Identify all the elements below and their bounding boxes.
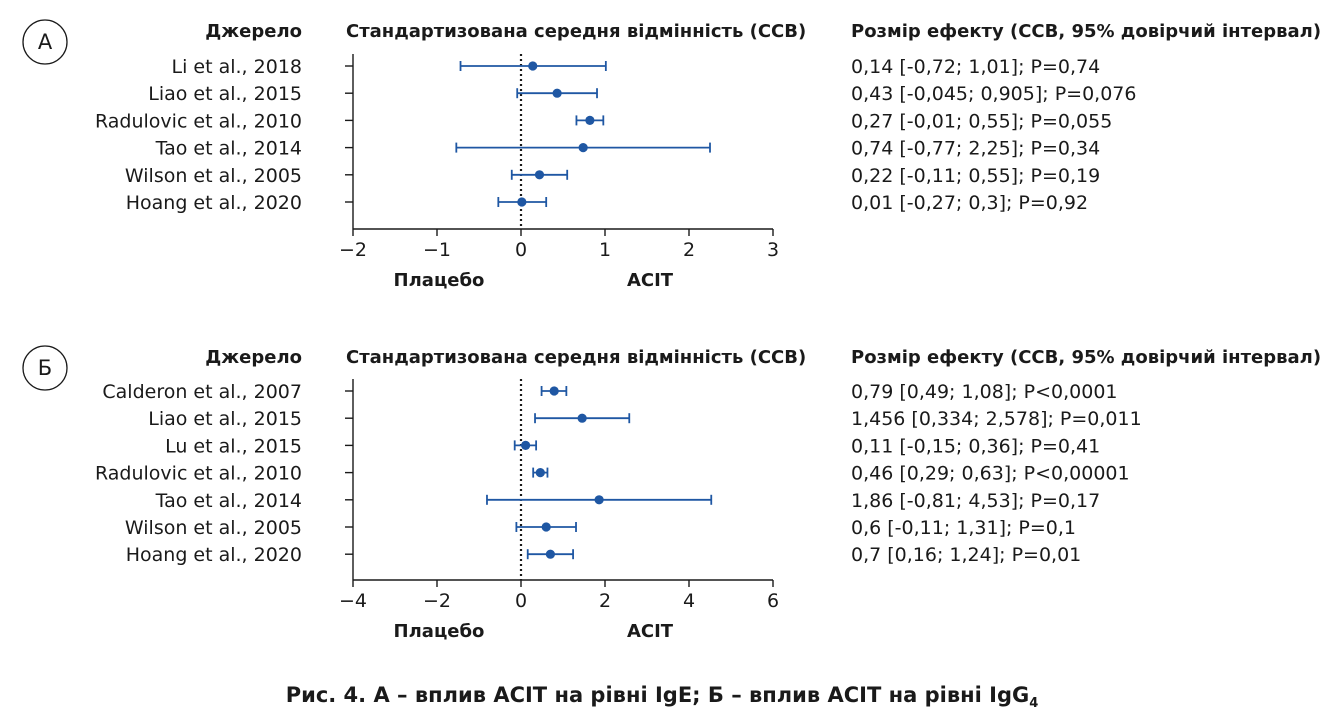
panel-b-study-name: Hoang et al., 2020 (126, 544, 302, 566)
panel-a-point-estimate (585, 115, 595, 125)
panel-a-header-axis: Стандартизована середня відмінність (ССВ… (346, 21, 806, 42)
panel-b-study-name: Tao et al., 2014 (155, 490, 302, 512)
panel-a-header-source: Джерело (205, 21, 302, 42)
panel-b-point-estimate (535, 468, 545, 478)
forest-plot-a-svg: А Джерело Стандартизована середня відмінні… (22, 19, 1321, 291)
panel-b-x-tick-label: 4 (683, 590, 695, 612)
panel-b-label-circle (22, 345, 68, 391)
panel-b-header-effect: Розмір ефекту (ССВ, 95% довірчий інтерва… (851, 347, 1321, 368)
panel-b-point-estimate (545, 549, 556, 559)
panel-b-point-estimate (577, 413, 587, 423)
panel-a-point-estimate (528, 61, 538, 71)
panel-a-effect-size-text: 0,43 [-0,045; 0,905]; P=0,076 (851, 83, 1136, 105)
panel-b-effect-size-text: 0,46 [0,29; 0,63]; P<0,00001 (851, 463, 1130, 485)
panel-b-label: Б (38, 356, 52, 380)
panel-b-x-tick-label: 2 (599, 590, 611, 612)
panel-a-point-estimate (578, 143, 588, 153)
panel-a-right-direction-label: АСІТ (627, 270, 674, 291)
panel-b-effect-size-text: 0,11 [-0,15; 0,36]; P=0,41 (851, 435, 1100, 457)
panel-a-study-name: Wilson et al., 2005 (125, 165, 302, 187)
panel-a-header-effect: Розмір ефекту (ССВ, 95% довірчий інтерва… (851, 21, 1321, 42)
panel-a-effect-size-text: 0,22 [-0,11; 0,55]; P=0,19 (851, 165, 1100, 187)
caption-subscript: 4 (1029, 696, 1039, 712)
caption-text: Рис. 4. А – вплив АСІТ на рівні IgE; Б –… (285, 683, 1030, 707)
panel-b-study-name: Radulovic et al., 2010 (95, 463, 302, 485)
panel-b-header-source: Джерело (205, 347, 302, 368)
panel-b-effect-size-text: 1,86 [-0,81; 4,53]; P=0,17 (851, 490, 1100, 512)
panel-b-x-tick-label: 6 (767, 590, 779, 612)
panel-b-x-tick-label: −2 (423, 590, 451, 612)
panel-a-study-name: Tao et al., 2014 (155, 138, 302, 160)
panel-b-point-estimate (521, 440, 531, 450)
panel-b-point-estimate (594, 495, 604, 505)
panel-a-point-estimate (552, 88, 562, 98)
panel-b-study-name: Calderon et al., 2007 (102, 381, 302, 403)
panel-a-x-tick-label: −2 (339, 239, 367, 261)
panel-a-study-name: Radulovic et al., 2010 (95, 110, 302, 132)
panel-b-study-name: Wilson et al., 2005 (125, 517, 302, 539)
panel-a-study-name: Li et al., 2018 (172, 56, 302, 78)
panel-a-effect-size-text: 0,14 [-0,72; 1,01]; P=0,74 (851, 56, 1100, 78)
panel-a-label-circle (22, 19, 68, 65)
panel-b-right-direction-label: АСІТ (627, 621, 674, 642)
panel-a-x-tick-label: −1 (423, 239, 451, 261)
panel-b-point-estimate (541, 522, 551, 532)
panel-b-effect-size-text: 0,7 [0,16; 1,24]; P=0,01 (851, 544, 1081, 566)
panel-a-x-tick-label: 0 (515, 239, 527, 261)
panel-b-effect-size-text: 0,6 [-0,11; 1,31]; P=0,1 (851, 517, 1076, 539)
panel-b-x-tick-label: 0 (515, 590, 527, 612)
panel-a-study-name: Hoang et al., 2020 (126, 192, 302, 214)
panel-a-x-tick-label: 1 (599, 239, 611, 261)
panel-a-label: А (38, 30, 53, 54)
panel-b-effect-size-text: 0,79 [0,49; 1,08]; P<0,0001 (851, 381, 1118, 403)
panel-b-header-axis: Стандартизована середня відмінність (ССВ… (346, 347, 806, 368)
figure-caption: Рис. 4. А – вплив АСІТ на рівні IgE; Б –… (0, 683, 1324, 711)
panel-a-effect-size-text: 0,74 [-0,77; 2,25]; P=0,34 (851, 138, 1100, 160)
panel-b-effect-size-text: 1,456 [0,334; 2,578]; P=0,011 (851, 408, 1142, 430)
panel-b-study-name: Lu et al., 2015 (165, 435, 302, 457)
panel-a-x-tick-label: 2 (683, 239, 695, 261)
panel-a-effect-size-text: 0,27 [-0,01; 0,55]; P=0,055 (851, 110, 1112, 132)
panel-a-point-estimate (534, 170, 545, 180)
panel-b-left-direction-label: Плацебо (394, 621, 485, 642)
panel-b-point-estimate (549, 386, 559, 396)
forest-plot-panel-b: Б Джерело Стандартизована середня відмінні… (0, 330, 1324, 660)
panel-b-x-tick-label: −4 (339, 590, 367, 612)
panel-a-left-direction-label: Плацебо (394, 270, 485, 291)
panel-a-point-estimate (517, 197, 527, 207)
panel-a-study-name: Liao et al., 2015 (148, 83, 302, 105)
panel-a-x-tick-label: 3 (767, 239, 779, 261)
forest-plot-b-svg: Б Джерело Стандартизована середня відмінні… (22, 345, 1321, 642)
forest-plot-panel-a: А Джерело Стандартизована середня відмінні… (0, 0, 1324, 320)
panel-b-study-name: Liao et al., 2015 (148, 408, 302, 430)
panel-a-effect-size-text: 0,01 [-0,27; 0,3]; P=0,92 (851, 192, 1088, 214)
